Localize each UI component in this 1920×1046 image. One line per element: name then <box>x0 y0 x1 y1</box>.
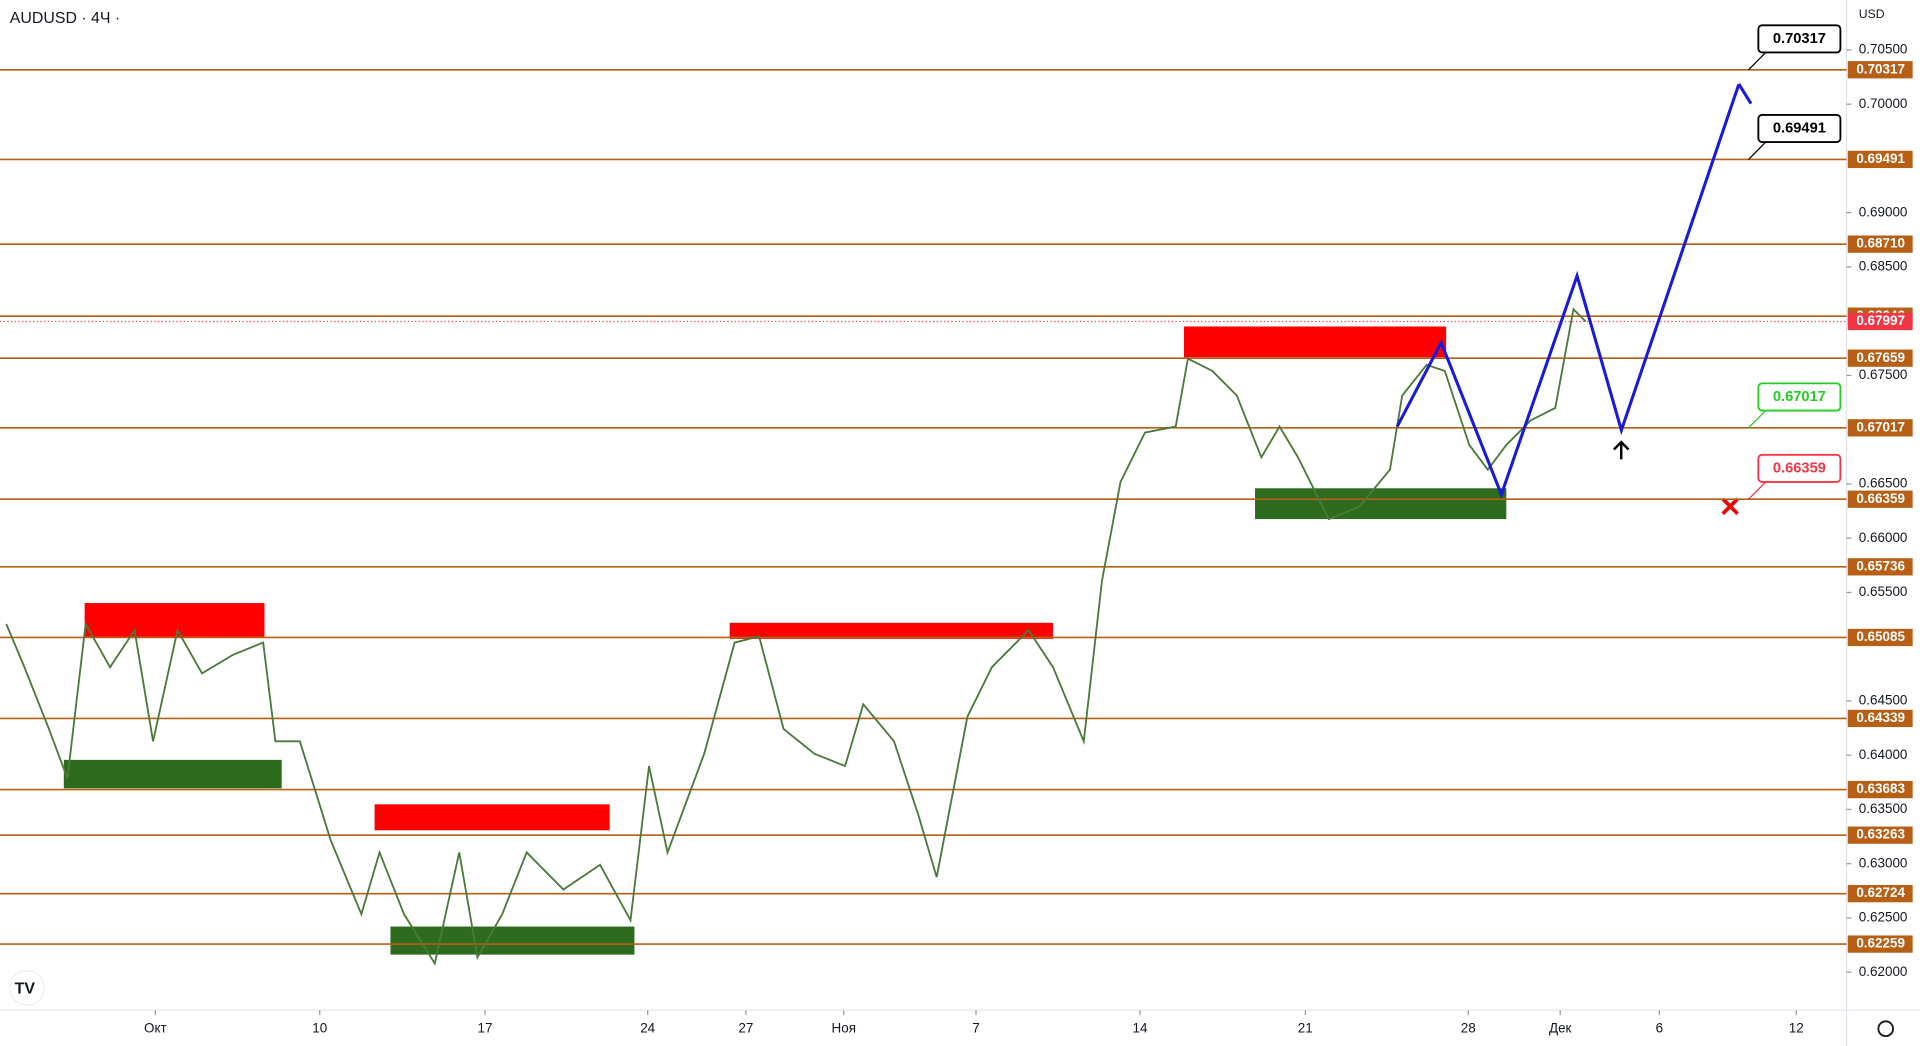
up-arrow <box>1613 440 1630 460</box>
callout-box <box>1757 114 1842 144</box>
y-tick-label: 0.64500 <box>1859 692 1908 707</box>
callout-label: 0.70317 <box>1773 31 1826 47</box>
svg-text:TV: TV <box>15 980 36 997</box>
y-tick-label: 0.70500 <box>1859 41 1908 56</box>
level-label: 0.63683 <box>1856 781 1905 796</box>
level-label: 0.64339 <box>1856 710 1905 725</box>
level-label-bg <box>1847 419 1913 437</box>
projection-arrowhead <box>1737 83 1753 105</box>
zone <box>729 622 1054 639</box>
level-label: 0.67659 <box>1856 350 1905 365</box>
current-price-label: 0.67997 <box>1856 313 1905 328</box>
level-label-bg <box>1847 558 1913 576</box>
callout-pointer <box>1748 52 1767 71</box>
x-tick-label: 24 <box>640 1020 655 1035</box>
x-tick-label: Ноя <box>831 1020 856 1035</box>
callout-label: 0.66359 <box>1773 460 1826 476</box>
x-tick-label: 7 <box>972 1020 979 1035</box>
callout-pointer <box>1748 141 1767 160</box>
x-tick-label: Окт <box>144 1020 167 1035</box>
x-tick-label: 28 <box>1461 1020 1476 1035</box>
level-label: 0.69491 <box>1856 151 1905 166</box>
zone <box>390 926 635 955</box>
zone <box>374 804 610 831</box>
level-label-bg <box>1847 349 1913 367</box>
y-tick-label: 0.63000 <box>1859 855 1908 870</box>
level-label: 0.67017 <box>1856 419 1905 434</box>
level-label: 0.65736 <box>1856 558 1905 573</box>
level-label: 0.68710 <box>1856 236 1905 251</box>
callout-label: 0.69491 <box>1773 120 1826 136</box>
x-tick-label: 6 <box>1656 1020 1663 1035</box>
tv-logo: TV <box>9 970 45 1006</box>
level-label-bg <box>1847 150 1913 169</box>
callout-box <box>1757 382 1842 412</box>
level-label-bg <box>1847 780 1913 799</box>
zone <box>1183 326 1447 358</box>
y-tick-label: 0.69000 <box>1859 204 1908 219</box>
y-tick-label: 0.68500 <box>1859 258 1908 273</box>
level-label: 0.70317 <box>1856 61 1905 76</box>
level-label-bg <box>1847 61 1913 79</box>
settings-icon[interactable] <box>1877 1020 1894 1038</box>
x-tick-label: Дек <box>1549 1020 1572 1035</box>
projection-line <box>1395 84 1741 499</box>
stop-marker <box>1721 497 1739 516</box>
zone <box>1255 488 1507 520</box>
price-line <box>5 307 1587 966</box>
level-label: 0.62724 <box>1856 885 1905 900</box>
y-tick-label: 0.66000 <box>1859 530 1908 545</box>
level-label: 0.65085 <box>1856 629 1905 644</box>
currency-label[interactable]: USD <box>1859 7 1885 21</box>
level-label-bg <box>1847 885 1913 903</box>
x-tick-label: 10 <box>312 1020 327 1035</box>
callout-box <box>1757 24 1842 54</box>
x-tick-label: 21 <box>1298 1020 1313 1035</box>
callout-box <box>1757 453 1842 483</box>
y-tick-label: 0.67500 <box>1859 367 1908 382</box>
zone <box>84 603 265 637</box>
level-label-bg <box>1847 490 1913 508</box>
level-label-bg <box>1847 709 1913 728</box>
x-tick-label: 14 <box>1132 1020 1147 1035</box>
y-tick-label: 0.65500 <box>1859 584 1908 599</box>
x-tick-label: 27 <box>738 1020 753 1035</box>
y-tick-label: 0.62000 <box>1859 964 1908 979</box>
callout-pointer <box>1748 481 1767 500</box>
zone <box>63 759 282 789</box>
chart-title: AUDUSD · 4Ч · <box>10 10 120 27</box>
current-price-bg <box>1847 312 1913 331</box>
y-tick-label: 0.62500 <box>1859 909 1908 924</box>
callout-pointer <box>1748 410 1767 429</box>
y-tick-label: 0.66500 <box>1859 475 1908 490</box>
x-tick-label: 12 <box>1789 1020 1804 1035</box>
level-label: 0.62259 <box>1856 936 1905 951</box>
callout-label: 0.67017 <box>1773 389 1826 405</box>
y-tick-label: 0.64000 <box>1859 747 1908 762</box>
y-tick-label: 0.63500 <box>1859 801 1908 816</box>
y-tick-label: 0.70000 <box>1859 96 1908 111</box>
x-tick-label: 17 <box>478 1020 493 1035</box>
level-label-bg <box>1847 628 1913 647</box>
level-label-bg <box>1847 235 1913 253</box>
level-label-bg <box>1847 826 1913 844</box>
level-label-bg <box>1847 935 1913 953</box>
level-label: 0.66359 <box>1856 491 1905 506</box>
level-label: 0.63263 <box>1856 827 1905 842</box>
